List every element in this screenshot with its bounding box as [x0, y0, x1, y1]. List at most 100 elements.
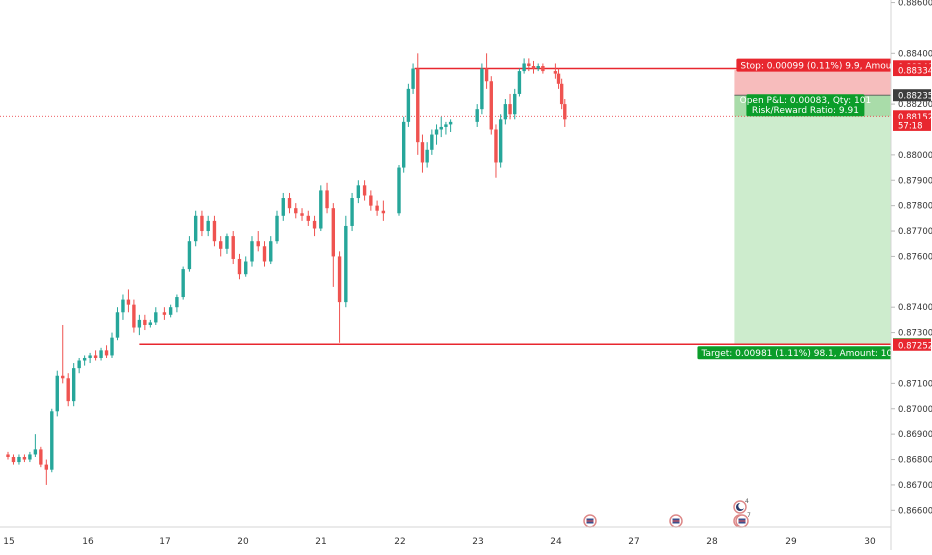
candle-body — [362, 185, 367, 196]
x-tick-label: 17 — [159, 537, 170, 547]
candle-body — [33, 449, 38, 455]
price-axis-label: 57:18 — [893, 118, 931, 131]
candle — [225, 233, 229, 254]
candle-body — [344, 225, 348, 303]
candle — [93, 350, 98, 361]
candles — [6, 53, 567, 485]
candle-body — [231, 236, 235, 259]
candle — [110, 332, 114, 358]
candle-body — [77, 360, 81, 369]
candle-body — [44, 464, 49, 470]
candle — [541, 63, 545, 74]
candle — [275, 210, 279, 244]
candle-body — [294, 208, 298, 214]
candle-body — [287, 198, 292, 209]
candle — [337, 251, 342, 343]
y-tick-label: 0.86700 — [898, 481, 932, 491]
candle-body — [132, 304, 136, 328]
candle — [411, 63, 415, 94]
candle — [344, 215, 348, 308]
candle-body — [110, 337, 114, 356]
candle — [475, 104, 479, 127]
x-tick-label: 28 — [706, 537, 718, 547]
candle-body — [425, 149, 429, 163]
y-tick-label: 0.88600 — [898, 0, 932, 9]
candle — [325, 182, 329, 214]
candle — [517, 68, 522, 97]
candle — [22, 454, 27, 463]
candle-body — [39, 449, 43, 465]
candle-body — [17, 456, 21, 463]
candle-body — [93, 355, 98, 358]
candle — [401, 116, 406, 173]
candle — [444, 121, 448, 135]
candle-body — [82, 357, 87, 361]
y-tick-label: 0.88400 — [898, 49, 932, 59]
y-tick-label: 0.87900 — [898, 176, 932, 186]
y-tick-label: 0.88200 — [898, 100, 932, 110]
candle-body — [212, 220, 217, 242]
candle — [115, 307, 120, 341]
candle-body — [121, 299, 125, 313]
pnl-text: Open P&L: 0.00083, Qty: 101 — [740, 96, 872, 106]
price-axis-label-box — [893, 338, 931, 351]
candle — [154, 307, 158, 325]
candle — [212, 215, 217, 247]
price-axis-label-box — [893, 89, 931, 102]
y-tick-label: 0.86900 — [898, 430, 932, 440]
candle-body — [61, 375, 65, 379]
candle — [503, 99, 508, 125]
candle — [219, 236, 223, 257]
price-axis-label-box — [893, 64, 931, 77]
candle — [61, 324, 65, 384]
flag-icon — [583, 514, 597, 528]
moon-cut — [738, 502, 745, 510]
x-tick-label: 22 — [394, 537, 405, 547]
candle — [162, 307, 167, 320]
candle-body — [143, 319, 147, 325]
candle-body — [200, 215, 204, 232]
candle — [281, 192, 285, 221]
candle — [168, 304, 173, 318]
candle-body — [484, 68, 489, 82]
price-axis-label-text: 0.88152 — [898, 113, 932, 123]
candle-body — [430, 134, 434, 150]
candle-body — [281, 198, 285, 216]
candle — [11, 454, 16, 465]
y-tick-label: 0.88000 — [898, 151, 932, 161]
candle-body — [237, 258, 242, 275]
stop-label-text: Stop: 0.00099 (0.11%) 9.9, Amount: 9.9 — [740, 61, 921, 71]
target-label-text: Target: 0.00981 (1.11%) 98.1, Amount: 10… — [700, 349, 906, 359]
candle — [312, 215, 317, 237]
candle — [33, 434, 38, 457]
candle-body — [206, 220, 210, 232]
candle-body — [503, 104, 508, 120]
candle — [331, 203, 336, 287]
candle — [132, 299, 136, 333]
candle-body — [115, 312, 120, 338]
candle-body — [517, 71, 522, 94]
candle-body — [356, 185, 361, 199]
candle-body — [337, 256, 342, 303]
candle — [559, 78, 564, 110]
candle-body — [498, 119, 503, 163]
candle-body — [325, 190, 329, 209]
candle-body — [494, 129, 498, 163]
candle-body — [444, 124, 448, 127]
candle-body — [137, 319, 142, 328]
candle — [484, 53, 489, 89]
pnl-box — [746, 94, 865, 117]
x-tick-label: 15 — [3, 537, 14, 547]
candle — [498, 114, 503, 168]
candle — [187, 236, 192, 272]
candle-body — [489, 81, 493, 130]
candle — [99, 347, 103, 361]
flag-icon — [669, 514, 683, 528]
candle — [536, 63, 540, 72]
candle — [489, 76, 493, 135]
candle-body — [275, 215, 279, 242]
target-label: Target: 0.00981 (1.11%) 98.1, Amount: 10… — [697, 346, 932, 360]
candle — [420, 134, 425, 173]
